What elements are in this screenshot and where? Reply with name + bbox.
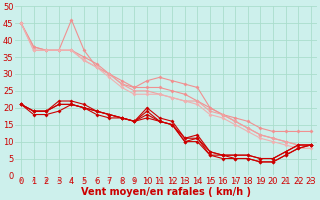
- X-axis label: Vent moyen/en rafales ( km/h ): Vent moyen/en rafales ( km/h ): [81, 187, 251, 197]
